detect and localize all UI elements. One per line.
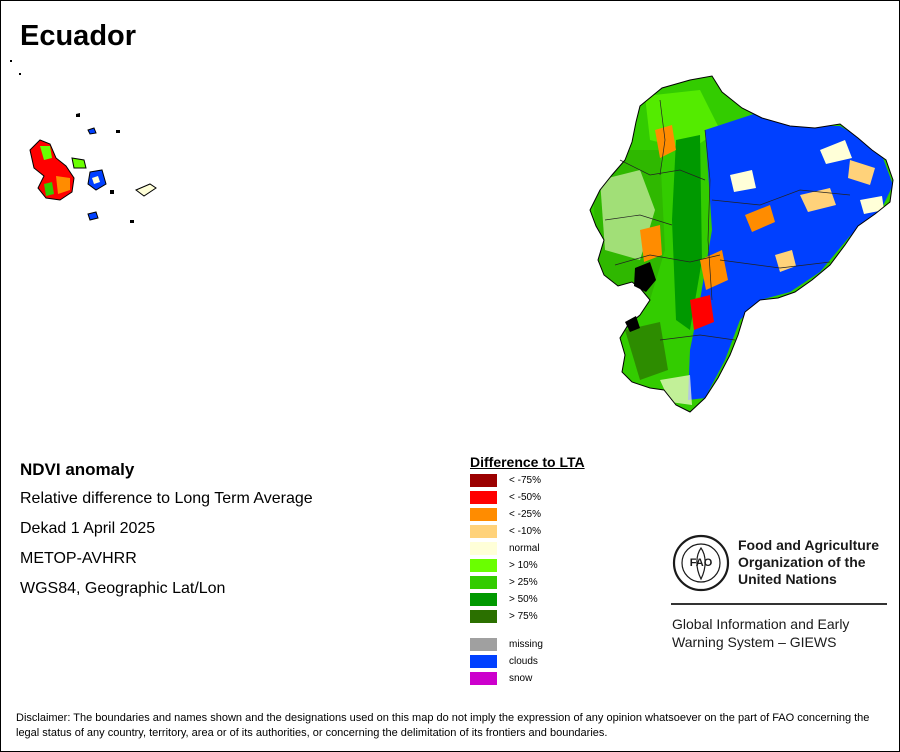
product-projection: WGS84, Geographic Lat/Lon xyxy=(20,580,226,597)
legend-swatch xyxy=(470,490,497,504)
legend-label: snow xyxy=(509,672,533,684)
legend-swatch xyxy=(470,558,497,572)
organization-name: Food and Agriculture Organization of the… xyxy=(738,537,879,588)
galapagos-islands xyxy=(10,60,157,223)
product-date: Dekad 1 April 2025 xyxy=(20,520,156,537)
legend-label: < -50% xyxy=(509,491,541,503)
legend-label: > 50% xyxy=(509,593,538,605)
legend-swatch xyxy=(470,671,497,685)
legend: Difference to LTA < -75% < -50% < -25% <… xyxy=(470,454,670,685)
legend-item: < -50% xyxy=(470,490,541,504)
legend-swatch xyxy=(470,575,497,589)
fao-logo-text: FAO xyxy=(690,557,713,569)
legend-label: clouds xyxy=(509,655,538,667)
mainland-ecuador xyxy=(589,75,894,413)
legend-item: normal xyxy=(470,541,540,555)
legend-item: > 10% xyxy=(470,558,538,572)
legend-item: > 25% xyxy=(470,575,538,589)
legend-swatch xyxy=(470,609,497,623)
giews-name-line: Global Information and Early xyxy=(672,616,850,632)
organization-divider xyxy=(671,603,887,605)
legend-item: < -10% xyxy=(470,524,541,538)
legend-item: clouds xyxy=(470,654,538,668)
legend-item: < -75% xyxy=(470,473,541,487)
legend-label: normal xyxy=(509,542,540,554)
legend-swatch xyxy=(470,541,497,555)
legend-item: missing xyxy=(470,637,543,651)
legend-label: > 75% xyxy=(509,610,538,622)
legend-swatch xyxy=(470,654,497,668)
legend-item: > 75% xyxy=(470,609,538,623)
product-description: Relative difference to Long Term Average xyxy=(20,490,313,507)
organization-name-line: Food and Agriculture xyxy=(738,537,880,553)
fao-logo-icon: FAO xyxy=(672,534,730,592)
legend-label: < -75% xyxy=(509,474,541,486)
legend-label: < -25% xyxy=(509,508,541,520)
map-title: Ecuador xyxy=(20,20,137,52)
product-sensor: METOP-AVHRR xyxy=(20,550,137,567)
legend-swatch xyxy=(470,473,497,487)
legend-swatch xyxy=(470,524,497,538)
legend-label: > 25% xyxy=(509,576,538,588)
product-name: NDVI anomaly xyxy=(20,460,135,479)
disclaimer: Disclaimer: The boundaries and names sho… xyxy=(16,712,870,739)
legend-item: snow xyxy=(470,671,532,685)
legend-swatch xyxy=(470,592,497,606)
legend-title: Difference to LTA xyxy=(470,454,585,470)
legend-label: < -10% xyxy=(509,525,541,537)
giews-name: Global Information and Early Warning Sys… xyxy=(672,615,892,651)
legend-swatch xyxy=(470,507,497,521)
legend-item: > 50% xyxy=(470,592,538,606)
legend-label: missing xyxy=(509,638,543,650)
giews-name-line: Warning System – GIEWS xyxy=(672,634,837,650)
legend-swatch xyxy=(470,637,497,651)
legend-item: < -25% xyxy=(470,507,541,521)
legend-label: > 10% xyxy=(509,559,538,571)
organization-name-line: United Nations xyxy=(738,571,837,587)
organization-name-line: Organization of the xyxy=(738,554,866,570)
